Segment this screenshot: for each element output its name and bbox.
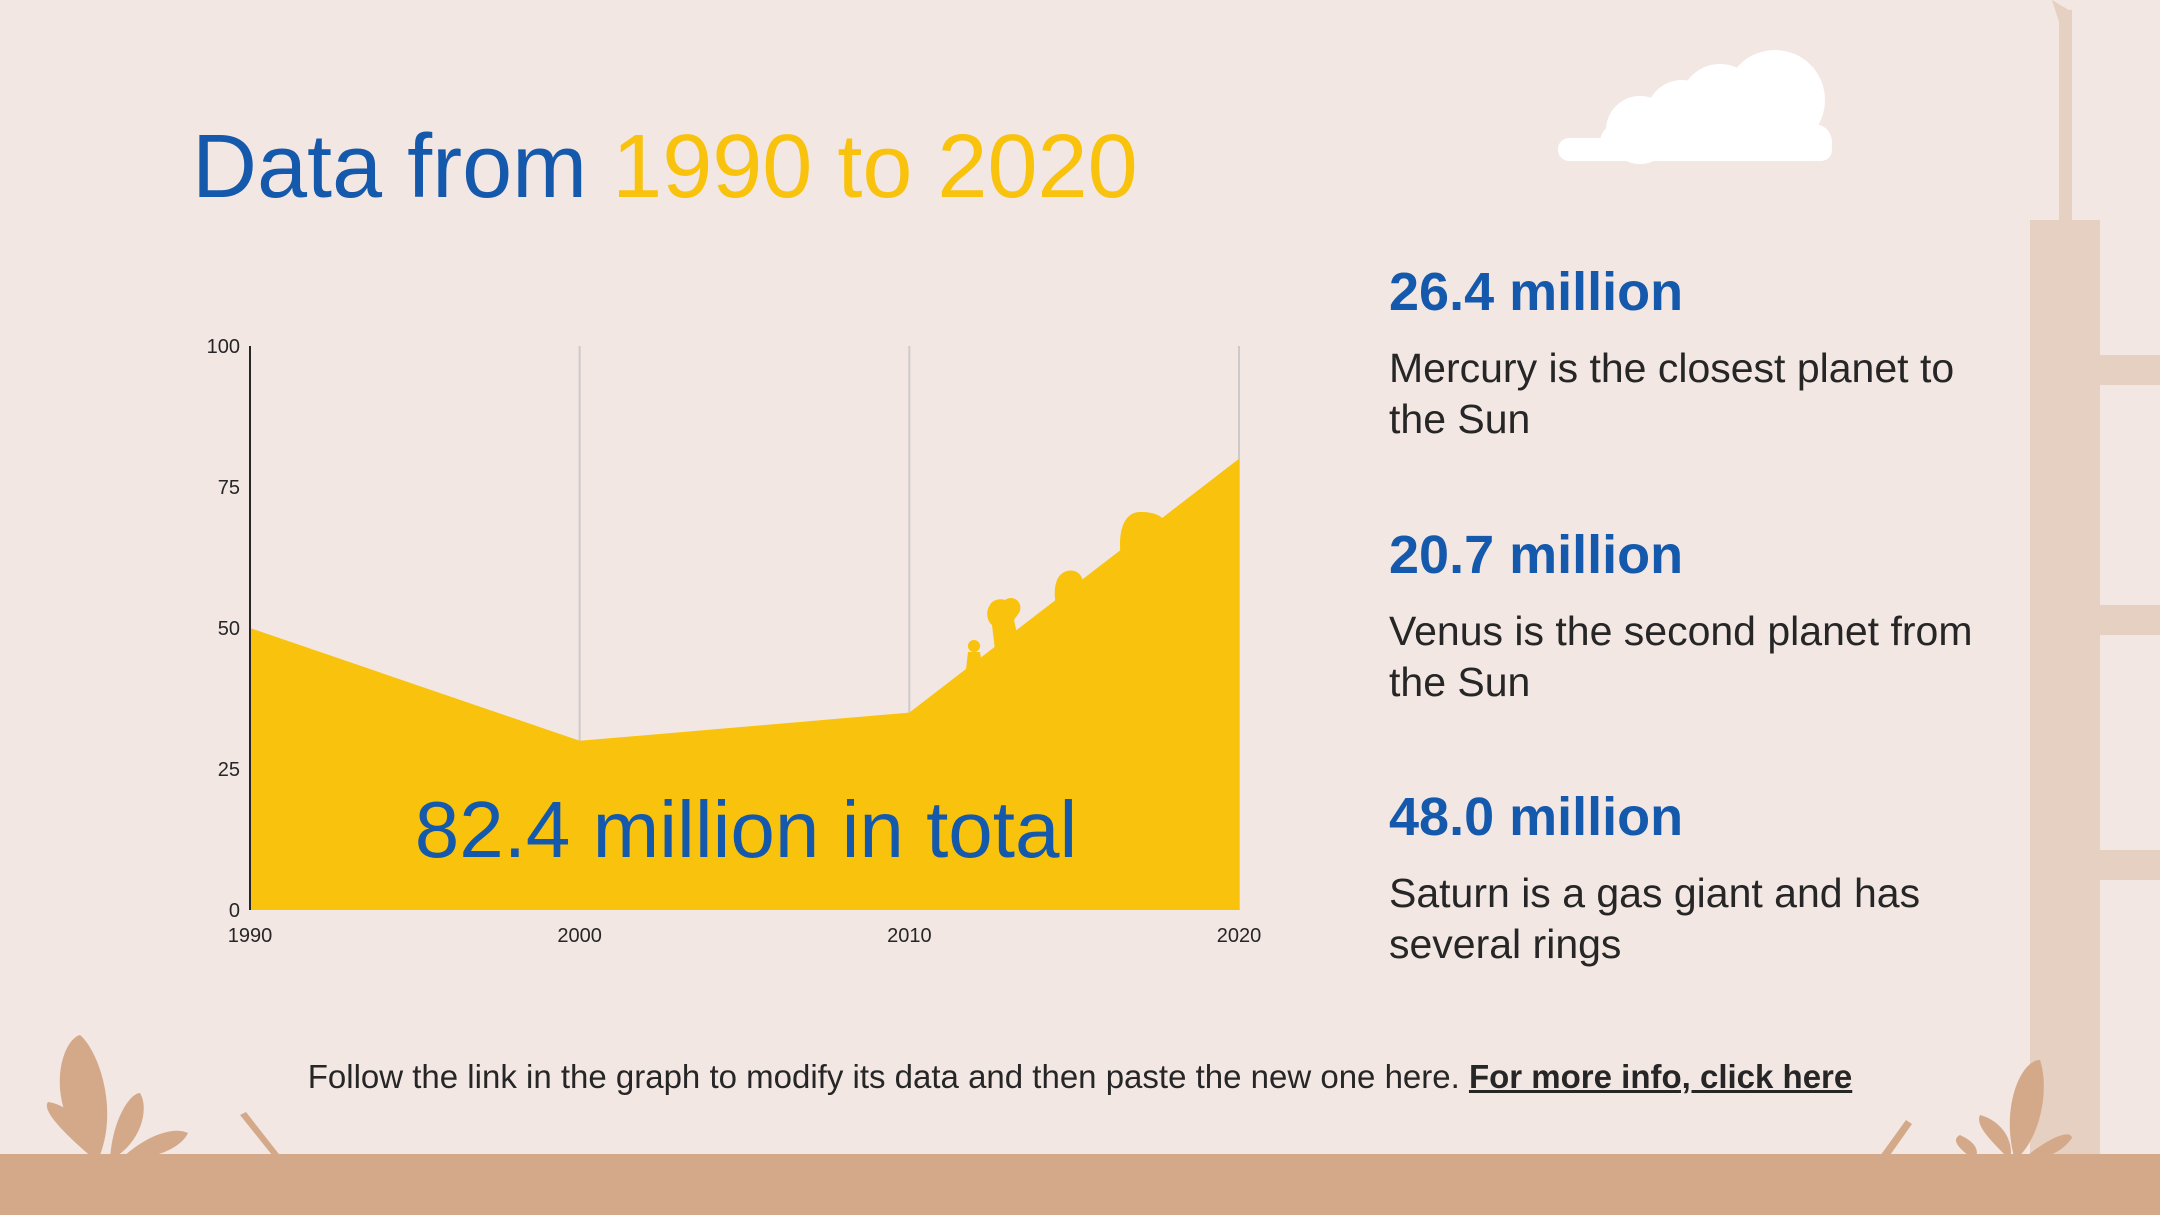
area-series	[250, 458, 1239, 910]
title-part-2: 1990 to 2020	[612, 117, 1138, 217]
silhouette-person	[1054, 570, 1085, 632]
chart-tick-labels: 0 25 50 75 100 1990 2000 2010 2020	[207, 336, 1262, 947]
silhouette-person	[968, 640, 980, 652]
ground-strip	[0, 1154, 2160, 1215]
area-chart[interactable]: 0 25 50 75 100 1990 2000 2010 2020	[180, 320, 1280, 960]
footer-text: Follow the link in the graph to modify i…	[307, 1058, 1460, 1095]
x-tick-label: 2010	[887, 925, 932, 947]
silhouette-person	[1113, 512, 1188, 650]
plant-left-icon	[46, 1035, 282, 1160]
y-tick-label: 50	[218, 618, 240, 640]
silhouette-person	[965, 652, 983, 678]
pipe-structure	[2030, 0, 2160, 1155]
total-label: 82.4 million in total	[414, 785, 1078, 874]
footer-note: Follow the link in the graph to modify i…	[0, 1058, 2160, 1096]
stat-block-mercury: 26.4 million Mercury is the closest plan…	[1389, 265, 2009, 445]
stat-value: 48.0 million	[1389, 787, 1684, 847]
y-tick-label: 0	[229, 900, 240, 922]
silhouette-person	[987, 597, 1021, 650]
y-tick-label: 100	[207, 336, 240, 358]
stat-value: 20.7 million	[1389, 525, 1684, 585]
x-tick-label: 1990	[228, 925, 273, 947]
stat-value: 26.4 million	[1389, 262, 1684, 322]
plant-right-icon	[1880, 1060, 2072, 1160]
stat-block-venus: 20.7 million Venus is the second planet …	[1389, 528, 2009, 708]
x-tick-label: 2000	[557, 925, 602, 947]
y-tick-label: 75	[218, 477, 240, 499]
stat-description: Saturn is a gas giant and has several ri…	[1389, 870, 1921, 967]
more-info-link[interactable]: For more info, click here	[1468, 1058, 1853, 1095]
people-silhouettes-icon	[965, 512, 1188, 678]
x-tick-label: 2020	[1217, 925, 1262, 947]
stat-block-saturn: 48.0 million Saturn is a gas giant and h…	[1389, 790, 2009, 970]
cloud-icon	[1558, 50, 1832, 164]
title-part-1: Data from	[192, 117, 588, 217]
chart-area-layer	[250, 458, 1239, 910]
page-title: Data from 1990 to 2020	[192, 122, 1138, 212]
stat-description: Mercury is the closest planet to the Sun	[1389, 345, 1955, 442]
y-tick-label: 25	[218, 759, 240, 781]
stat-description: Venus is the second planet from the Sun	[1389, 608, 1973, 705]
